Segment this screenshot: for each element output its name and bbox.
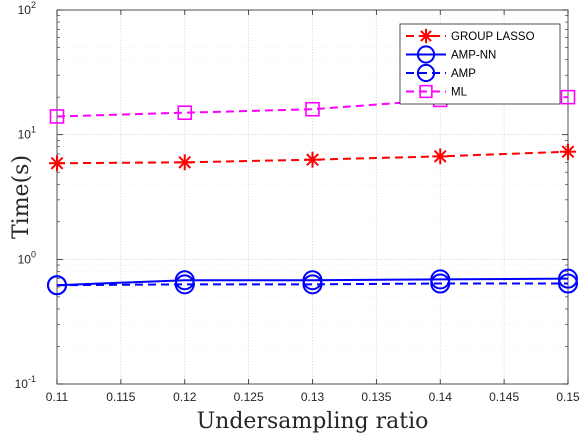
circle-marker <box>558 268 578 289</box>
x-tick-label: 0.115 <box>106 390 135 404</box>
asterisk-marker <box>306 153 319 167</box>
x-tick-label: 0.11 <box>46 390 69 404</box>
asterisk-marker <box>178 155 192 169</box>
asterisk-marker <box>561 145 575 159</box>
circle-marker <box>416 63 436 83</box>
circle-marker <box>47 275 67 296</box>
square-marker <box>49 109 65 124</box>
circle-marker <box>174 274 195 295</box>
legend: GROUP LASSO AMP-NN AMP ML <box>399 23 561 105</box>
square-marker <box>305 101 320 117</box>
y-tick-label: 10-1 <box>15 374 36 391</box>
circle-marker <box>416 45 436 64</box>
circle-marker <box>558 273 578 294</box>
series-line <box>56 282 568 287</box>
x-tick-label: 0.135 <box>361 390 391 404</box>
square-marker <box>177 105 193 121</box>
legend-entry: AMP <box>406 63 476 83</box>
series-amp-nn <box>47 268 578 296</box>
y-tick-label: 102 <box>18 0 36 17</box>
x-tick-label: 0.125 <box>234 390 264 404</box>
legend-entry: ML <box>406 84 468 99</box>
x-axis-title: Undersampling ratio <box>197 409 429 434</box>
x-tick-label: 0.15 <box>556 390 580 404</box>
axes: 0.11 0.115 0.12 0.125 0.13 0.135 0.14 0.145 0.15… <box>15 0 580 404</box>
series-layer <box>47 89 578 296</box>
x-tick-label: 0.145 <box>489 390 519 404</box>
circle-marker <box>302 274 323 295</box>
x-tick-label: 0.12 <box>173 390 197 404</box>
y-axis-title: Time(s) <box>9 155 34 239</box>
legend-label: GROUP LASSO <box>451 31 535 43</box>
square-marker <box>560 89 576 105</box>
square-marker <box>419 84 433 99</box>
series-line <box>56 96 569 118</box>
series-group-lasso <box>49 143 576 172</box>
asterisk-marker <box>433 149 447 163</box>
asterisk-marker <box>420 30 432 42</box>
legend-label: AMP-NN <box>451 50 496 62</box>
x-tick-label: 0.14 <box>429 390 453 404</box>
x-tick-label: 0.13 <box>301 390 325 404</box>
legend-entry: GROUP LASSO <box>406 28 535 44</box>
y-tick-label: 100 <box>18 249 36 266</box>
circle-marker <box>430 273 451 294</box>
legend-label: AMP <box>451 68 476 80</box>
asterisk-marker <box>50 156 64 170</box>
legend-entry: AMP-NN <box>406 45 496 64</box>
series-line <box>56 150 569 165</box>
legend-label: ML <box>451 87 468 99</box>
series-amp <box>47 273 578 296</box>
series-line <box>56 277 569 287</box>
y-tick-label: 101 <box>18 125 36 142</box>
